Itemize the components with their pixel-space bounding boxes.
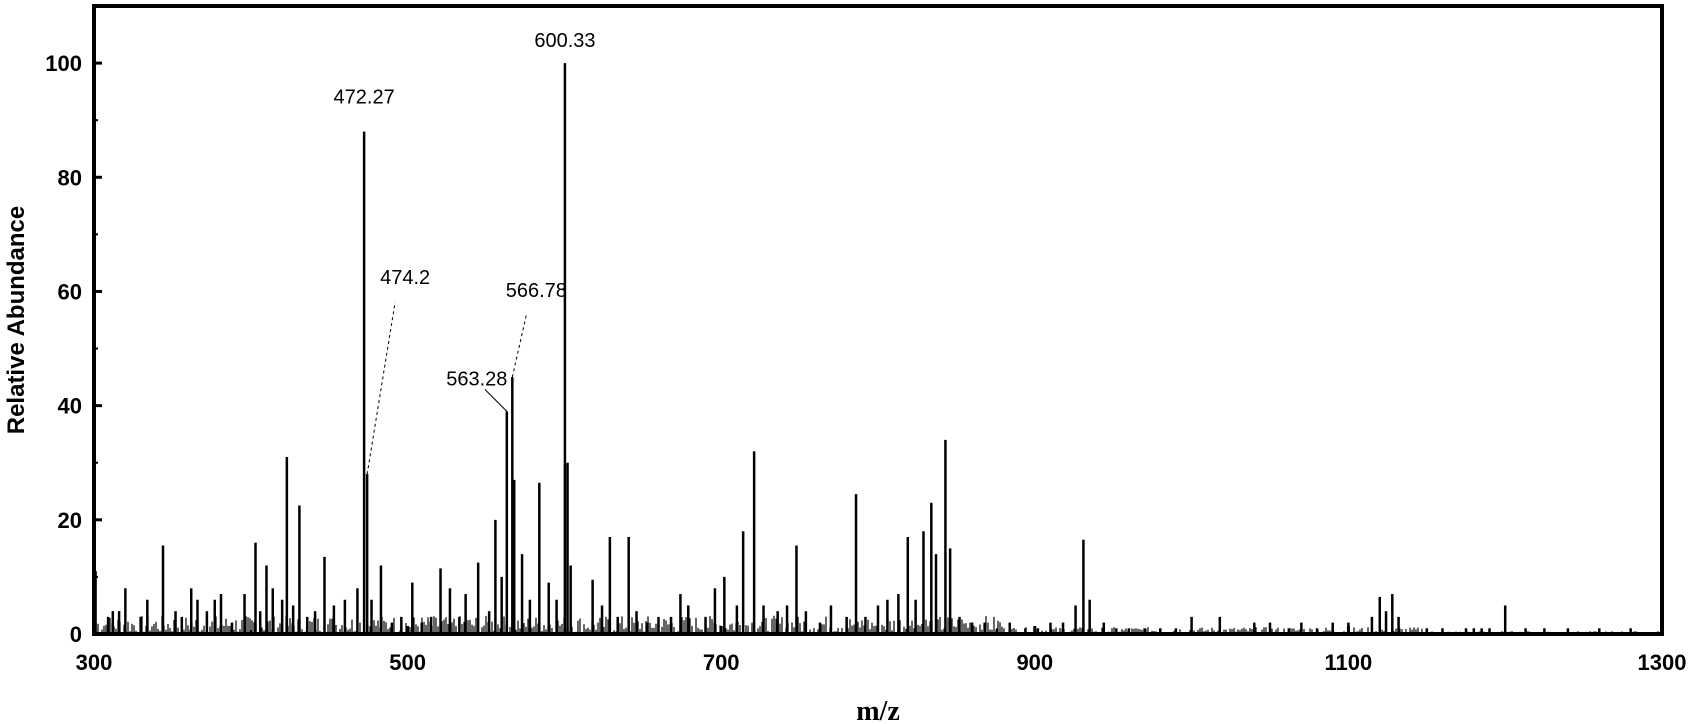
y-axis-label: Relative Abundance [3, 206, 30, 435]
peak-series [94, 63, 1659, 634]
y-tick-label: 40 [58, 394, 82, 419]
peak-annotation: 563.28 [446, 368, 507, 390]
x-axis-label: m/z [856, 696, 900, 724]
y-tick-label: 0 [70, 622, 82, 647]
peak-annotations: 600.33 472.27 474.2 566.78 563.28 [334, 30, 596, 475]
peak-annotation: 474.2 [380, 267, 430, 289]
x-tick-label: 1100 [1325, 650, 1373, 675]
annotation-leader [366, 302, 396, 475]
x-tick-label: 900 [1016, 650, 1053, 675]
x-tick-label: 700 [703, 650, 740, 675]
plot-frame [92, 4, 1664, 636]
peak-annotation: 566.78 [506, 280, 567, 302]
y-tick-label: 60 [58, 279, 82, 304]
annotation-leader [484, 388, 508, 412]
x-tick-label: 1300 [1638, 650, 1687, 675]
y-tick-label: 20 [58, 508, 82, 533]
peak-annotation: 472.27 [334, 87, 395, 109]
x-tick-label: 300 [76, 650, 113, 675]
y-tick-label: 80 [58, 165, 82, 190]
axes: 0 20 40 60 80 100 300 500 700 900 1100 1300 [45, 51, 1686, 675]
y-tick-label: 100 [45, 51, 82, 76]
peak-annotation: 600.33 [534, 30, 595, 52]
annotation-leader [511, 314, 527, 378]
x-tick-label: 500 [389, 650, 426, 675]
